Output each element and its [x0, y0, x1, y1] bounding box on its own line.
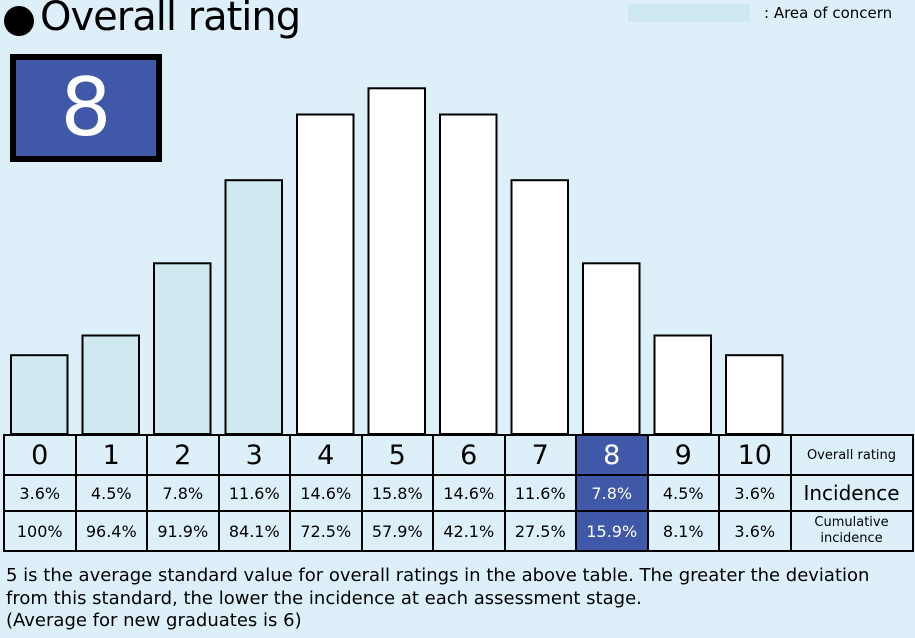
score-value: 8	[60, 61, 112, 154]
bar-3	[224, 179, 283, 434]
incidence-cell-7: 11.6%	[503, 474, 577, 512]
incidence-cell-5: 15.8%	[360, 474, 434, 512]
bar-8	[582, 262, 641, 434]
legend-label: : Area of concern	[764, 4, 893, 22]
title-row: Overall rating	[4, 0, 301, 40]
footnote: 5 is the average standard value for over…	[6, 565, 911, 633]
incidence-cell-0: 3.6%	[3, 474, 77, 512]
rating-cell-10: 10	[718, 434, 792, 476]
bar-4	[296, 113, 355, 434]
bar-7	[510, 179, 569, 434]
footnote-line-2: (Average for new graduates is 6)	[6, 610, 302, 631]
rating-cell-2: 2	[146, 434, 220, 476]
cumulative-cell-2: 91.9%	[146, 510, 220, 552]
bar-6	[439, 113, 498, 434]
bar-1	[81, 334, 140, 434]
cumulative-cell-5: 57.9%	[360, 510, 434, 552]
incidence-cell-6: 14.6%	[432, 474, 506, 512]
cumulative-row: 100% 96.4% 91.9% 84.1% 72.5% 57.9% 42.1% 27.5% 1…	[3, 510, 914, 552]
incidence-cell-8: 7.8%	[575, 474, 649, 512]
cumulative-cell-7: 27.5%	[503, 510, 577, 552]
rating-cell-1: 1	[74, 434, 148, 476]
bar-9	[653, 334, 712, 434]
rating-cell-4: 4	[289, 434, 363, 476]
stats-table: 0 1 2 3 4 5 6 7 8 9 10 Overall rating 3.6% 4.5% 7.8% 1…	[3, 434, 914, 552]
cumulative-cell-0: 100%	[3, 510, 77, 552]
rating-row: 0 1 2 3 4 5 6 7 8 9 10 Overall rating	[3, 434, 914, 476]
rating-cell-7: 7	[503, 434, 577, 476]
cumulative-cell-6: 42.1%	[432, 510, 506, 552]
incidence-label: Incidence	[789, 474, 914, 512]
incidence-cell-1: 4.5%	[74, 474, 148, 512]
bullet-icon	[4, 6, 34, 36]
rating-label: Overall rating	[789, 434, 914, 476]
rating-cell-3: 3	[217, 434, 291, 476]
rating-cell-5: 5	[360, 434, 434, 476]
rating-cell-6: 6	[432, 434, 506, 476]
bar-2	[153, 262, 212, 434]
cumulative-cell-1: 96.4%	[74, 510, 148, 552]
incidence-cell-10: 3.6%	[718, 474, 792, 512]
cumulative-cell-3: 84.1%	[217, 510, 291, 552]
bar-5	[367, 87, 426, 434]
cumulative-cell-10: 3.6%	[718, 510, 792, 552]
cumulative-cell-4: 72.5%	[289, 510, 363, 552]
incidence-cell-9: 4.5%	[646, 474, 720, 512]
bar-10	[725, 354, 784, 434]
cumulative-cell-9: 8.1%	[646, 510, 720, 552]
rating-cell-0: 0	[3, 434, 77, 476]
bar-chart	[10, 87, 784, 434]
incidence-row: 3.6% 4.5% 7.8% 11.6% 14.6% 15.8% 14.6% 11.6% 7.8…	[3, 474, 914, 512]
bar-0	[10, 354, 69, 434]
cumulative-label: Cumulative incidence	[789, 510, 914, 552]
legend-swatch	[628, 4, 750, 22]
footnote-line-1: 5 is the average standard value for over…	[6, 565, 870, 609]
legend: : Area of concern	[628, 4, 892, 22]
rating-cell-9: 9	[646, 434, 720, 476]
incidence-cell-4: 14.6%	[289, 474, 363, 512]
incidence-cell-3: 11.6%	[217, 474, 291, 512]
score-box: 8	[10, 54, 162, 162]
incidence-cell-2: 7.8%	[146, 474, 220, 512]
cumulative-cell-8: 15.9%	[575, 510, 649, 552]
rating-cell-8: 8	[575, 434, 649, 476]
page-title: Overall rating	[40, 0, 301, 40]
